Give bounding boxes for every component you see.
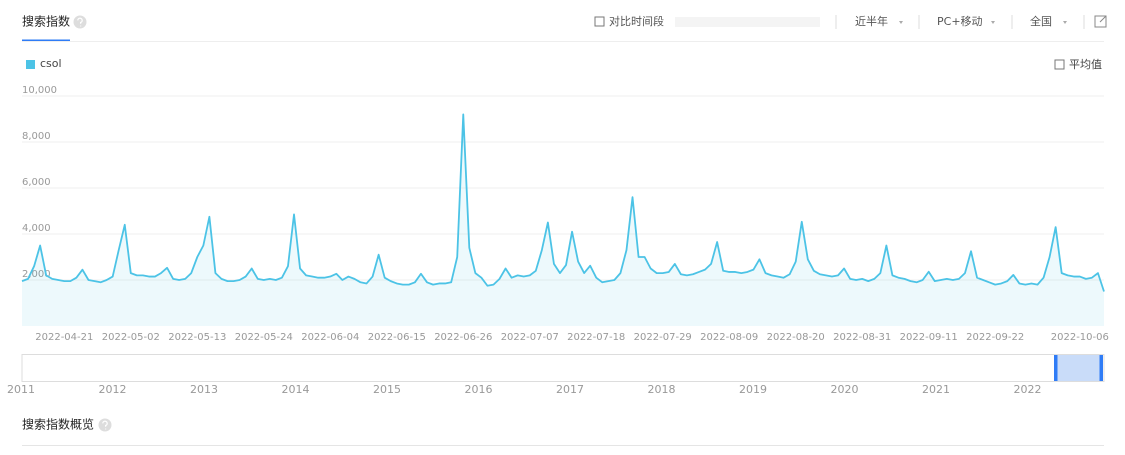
average-checkbox[interactable] (1054, 59, 1065, 70)
y-tick-label: 10,000 (22, 85, 57, 96)
navigator-year-label: 2012 (99, 383, 127, 396)
x-tick-label: 2022-08-09 (700, 332, 758, 343)
compare-checkbox[interactable] (594, 16, 605, 27)
device-select[interactable]: PC+移动 (937, 15, 983, 28)
compare-label[interactable]: 对比时间段 (609, 14, 664, 28)
navigator-year-label: 2017 (556, 383, 584, 396)
x-tick-label: 2022-07-07 (501, 332, 559, 343)
x-tick-label: 2022-06-26 (434, 332, 492, 343)
series-area (22, 114, 1104, 327)
section-title: 搜索指数概览 (22, 417, 94, 432)
dropdown-arrow (1063, 21, 1067, 24)
navigator-year-label: 2013 (190, 383, 218, 396)
x-tick-label: 2022-08-20 (767, 332, 825, 343)
range-handle[interactable] (1054, 355, 1058, 381)
navigator-year-label: 2020 (831, 383, 859, 396)
y-tick-label: 2,000 (22, 269, 51, 280)
tab-title[interactable]: 搜索指数 (22, 14, 70, 29)
compare-date-field[interactable] (675, 17, 820, 27)
legend-swatch[interactable] (26, 60, 35, 69)
navigator-year-label: 2022 (1014, 383, 1042, 396)
export-icon[interactable] (1094, 15, 1107, 28)
period-select[interactable]: 近半年 (855, 14, 888, 28)
help-icon-glyph (102, 420, 108, 430)
x-tick-label: 2022-09-11 (900, 332, 958, 343)
x-tick-label: 2022-10-06 (1051, 332, 1109, 343)
average-label[interactable]: 平均值 (1069, 58, 1102, 71)
dropdown-arrow (899, 21, 903, 24)
navigator-year-label: 2014 (282, 383, 310, 396)
dropdown-arrow (991, 21, 995, 24)
navigator-year-label: 2015 (373, 383, 401, 396)
y-tick-label: 8,000 (22, 131, 51, 142)
x-tick-label: 2022-06-15 (368, 332, 426, 343)
range-handle[interactable] (1099, 355, 1104, 381)
navigator-year-label: 2016 (465, 383, 493, 396)
navigator-year-label: 2021 (922, 383, 950, 396)
help-icon[interactable] (73, 15, 87, 29)
x-tick-label: 2022-07-29 (634, 332, 692, 343)
x-tick-label: 2022-09-22 (966, 332, 1024, 343)
help-icon[interactable] (98, 418, 112, 432)
x-tick-label: 2022-08-31 (833, 332, 891, 343)
range-selection[interactable] (1056, 355, 1102, 381)
navigator-year-label: 2011 (7, 383, 35, 396)
x-tick-label: 2022-06-04 (301, 332, 359, 343)
x-tick-label: 2022-04-21 (35, 332, 93, 343)
y-tick-label: 6,000 (22, 177, 51, 188)
y-tick-label: 4,000 (22, 223, 51, 234)
navigator-year-label: 2019 (739, 383, 767, 396)
range-navigator[interactable] (21, 354, 1105, 382)
help-icon-glyph (77, 17, 83, 27)
x-tick-label: 2022-07-18 (567, 332, 625, 343)
region-select[interactable]: 全国 (1030, 14, 1052, 28)
x-tick-label: 2022-05-24 (235, 332, 293, 343)
series-line (21, 113, 1105, 292)
navigator-year-label: 2018 (648, 383, 676, 396)
x-tick-label: 2022-05-13 (168, 332, 226, 343)
legend-label[interactable]: csol (40, 57, 62, 70)
x-tick-label: 2022-05-02 (102, 332, 160, 343)
